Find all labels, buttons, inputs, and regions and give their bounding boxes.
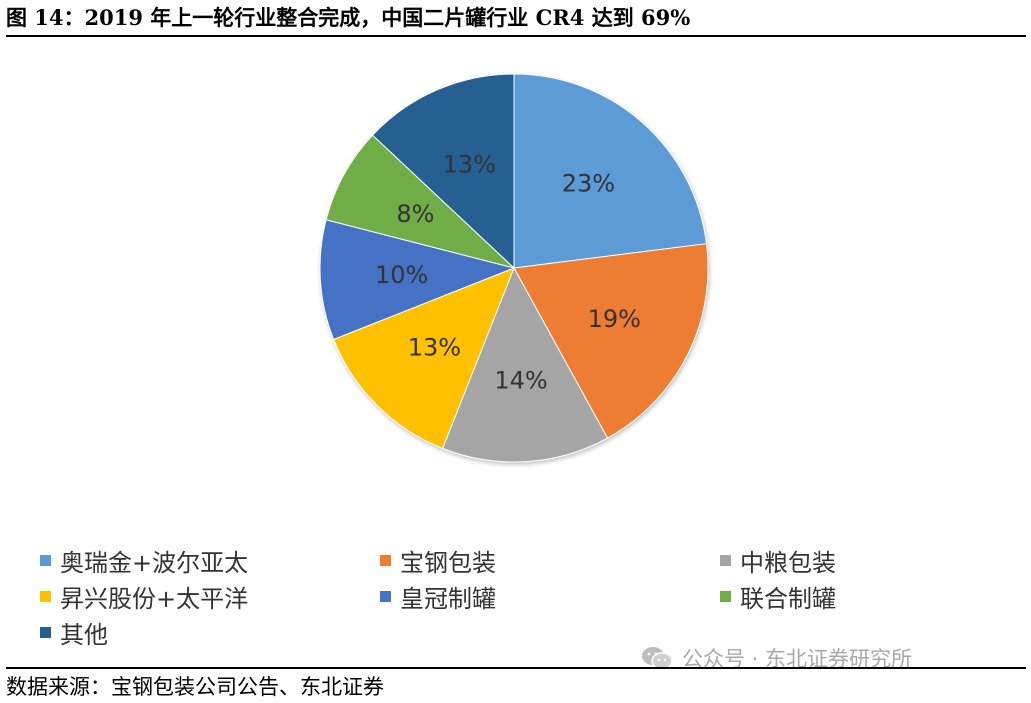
legend-swatch (720, 554, 731, 566)
legend-swatch (720, 590, 731, 602)
slice-label-5: 10% (375, 261, 428, 289)
source-note: 数据来源：宝钢包装公司公告、东北证券 (6, 675, 384, 699)
legend-swatch (40, 626, 51, 638)
legend-label: 其他 (60, 620, 108, 649)
pie-slice-1 (513, 73, 708, 269)
legend-item: 昇兴股份+太平洋 (40, 581, 249, 613)
slice-label-3: 14% (494, 366, 547, 394)
pie-slice-5 (319, 219, 516, 341)
legend-label: 宝钢包装 (400, 548, 496, 577)
slice-label-1: 23% (562, 170, 615, 198)
pie-slice-2 (513, 243, 709, 439)
legend-swatch (40, 554, 51, 566)
title-rule (6, 35, 1026, 37)
pie-slice-7 (371, 73, 515, 270)
legend-item: 奥瑞金+波尔亚太 (40, 545, 249, 577)
figure-title: 图 14：2019 年上一轮行业整合完成，中国二片罐行业 CR4 达到 69% (6, 5, 691, 30)
legend-label: 中粮包装 (740, 548, 836, 577)
legend-item: 联合制罐 (720, 581, 836, 613)
watermark-text: 公众号 · 东北证券研究所 (682, 647, 913, 671)
pie-chart: 23% 19% 14% 13% 10% 8% 13% (319, 73, 709, 463)
legend-label: 奥瑞金+波尔亚太 (60, 548, 249, 577)
legend-item: 宝钢包装 (380, 545, 496, 577)
legend-item: 皇冠制罐 (380, 581, 496, 613)
legend-swatch (40, 590, 51, 602)
slice-label-7: 13% (443, 151, 496, 179)
slice-label-4: 13% (408, 334, 461, 362)
pie-slice-3 (441, 266, 609, 463)
pie-slice-4 (332, 267, 515, 450)
legend-item: 其他 (40, 617, 108, 649)
legend-label: 皇冠制罐 (400, 584, 496, 613)
legend-item: 中粮包装 (720, 545, 836, 577)
legend-label: 昇兴股份+太平洋 (60, 584, 249, 613)
pie-slice-6 (325, 134, 515, 269)
pie-slices (319, 73, 709, 463)
pie-data-labels: 23% 19% 14% 13% 10% 8% 13% (375, 151, 641, 395)
source-rule (6, 667, 1026, 669)
slice-label-2: 19% (588, 305, 641, 333)
legend-swatch (380, 554, 391, 566)
legend-label: 联合制罐 (740, 584, 836, 613)
legend-swatch (380, 590, 391, 602)
slice-label-6: 8% (396, 200, 434, 228)
wechat-icon (642, 647, 673, 670)
